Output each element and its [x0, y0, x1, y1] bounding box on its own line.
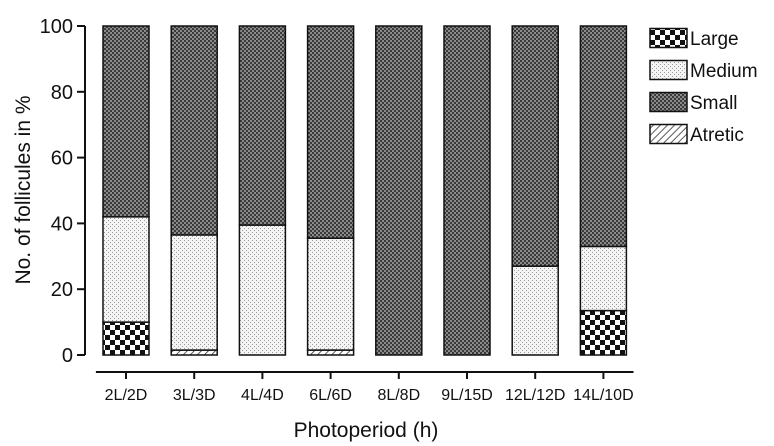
- bar-segment-small-2L-2D: [102, 25, 150, 218]
- legend-label-small: Small: [690, 93, 738, 114]
- legend-label-large: Large: [690, 29, 739, 50]
- y-tick-label: 100: [40, 16, 73, 38]
- bar-segment-medium-12L-12D: [511, 265, 559, 356]
- bar-segment-large-14L-10D: [579, 309, 628, 356]
- legend-swatch-medium: [649, 59, 688, 81]
- legend-label-medium: Medium: [690, 61, 758, 82]
- legend-swatch-atretic: [649, 123, 688, 145]
- bar-segment-small-3L-3D: [170, 25, 218, 236]
- bar-segment-small-14L-10D: [579, 25, 628, 248]
- y-axis-title: No. of follicules in %: [12, 95, 35, 284]
- bar-segment-small-4L-4D: [238, 25, 287, 226]
- x-tick-label: 14L/10D: [573, 387, 634, 404]
- bar-segment-medium-6L-6D: [306, 237, 355, 351]
- legend-label-atretic: Atretic: [690, 125, 744, 146]
- y-tick-label: 80: [51, 82, 73, 104]
- x-tick-label: 4L/4D: [241, 387, 284, 404]
- x-tick-label: 3L/3D: [173, 387, 216, 404]
- x-tick-label: 12L/12D: [505, 387, 566, 404]
- legend-swatch-large: [649, 27, 688, 49]
- x-tick-label: 6L/6D: [309, 387, 352, 404]
- bar-segment-small-6L-6D: [306, 25, 355, 239]
- y-tick-label: 20: [51, 279, 73, 301]
- plot-area: 0 20 40 60 80 100 2L/2D 3L/3D 4L/4D 6L/6D 8L/8D 9L/…: [40, 16, 634, 404]
- bar-segment-medium-14L-10D: [579, 245, 628, 312]
- bar-segment-medium-2L-2D: [102, 216, 150, 323]
- y-tick-label: 60: [51, 148, 73, 170]
- bar-segment-medium-4L-4D: [238, 224, 287, 356]
- bar-segment-small-12L-12D: [511, 25, 559, 267]
- bar-segment-medium-3L-3D: [170, 234, 218, 351]
- x-tick-label: 2L/2D: [105, 387, 148, 404]
- bar-segment-small-8L-8D: [375, 25, 423, 356]
- bar-segment-small-9L-15D: [443, 25, 491, 356]
- y-tick-label: 0: [62, 345, 73, 367]
- x-tick-label: 9L/15D: [441, 387, 493, 404]
- bar-segment-large-2L-2D: [102, 321, 150, 356]
- legend-swatch-small: [649, 91, 688, 113]
- x-tick-label: 8L/8D: [377, 387, 420, 404]
- x-axis-title: Photoperiod (h): [294, 419, 439, 442]
- y-tick-label: 40: [51, 213, 73, 235]
- legend: Large Medium Small Atretic: [649, 27, 758, 146]
